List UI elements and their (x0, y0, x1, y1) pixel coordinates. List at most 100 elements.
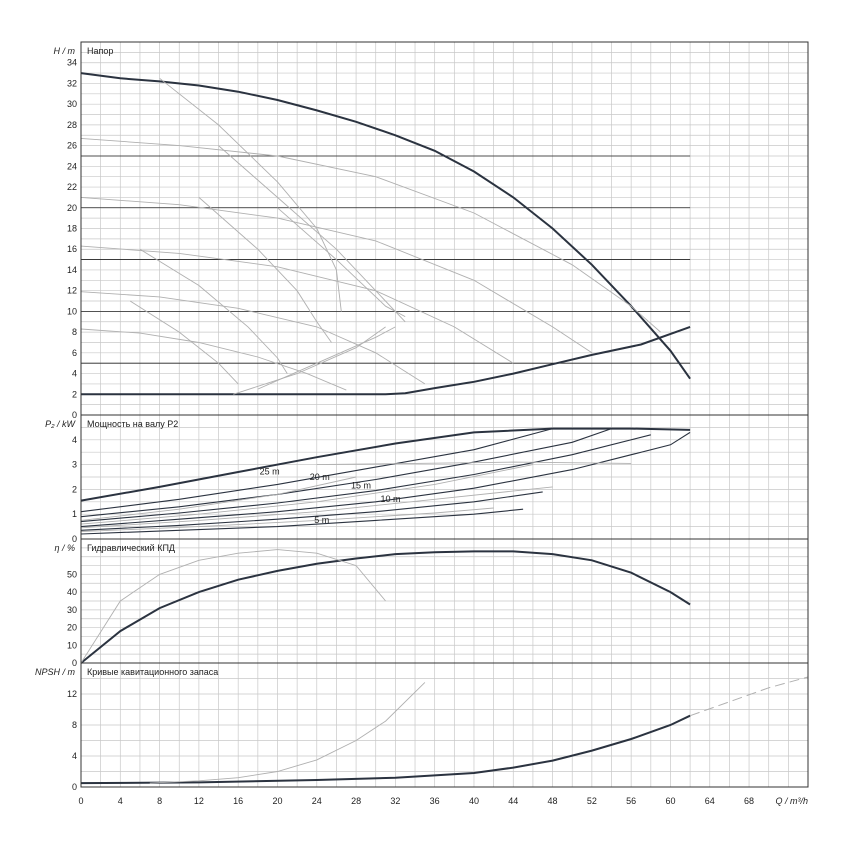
y-tick-label: 30 (67, 99, 77, 109)
x-tick-label: 64 (705, 796, 715, 806)
x-tick-label: 60 (665, 796, 675, 806)
series-eta-main (80, 550, 691, 664)
y-tick-label: 32 (67, 78, 77, 88)
series-thin-21 (80, 196, 593, 354)
series-p-3 (80, 434, 651, 523)
series-p-thin-2 (80, 464, 533, 525)
y-tick-label: 0 (72, 534, 77, 544)
x-axis-label: Q / m³/h (775, 796, 808, 806)
y-tick-label: 26 (67, 141, 77, 151)
curve-label: 15 m (351, 481, 371, 491)
x-tick-label: 40 (469, 796, 479, 806)
series-eta-small (80, 549, 386, 664)
series-npsh-dash (689, 676, 809, 717)
y-axis-label: η / % (54, 543, 75, 553)
series-thin-26 (80, 137, 661, 333)
y-tick-label: 34 (67, 58, 77, 68)
series-npsh-small (149, 682, 426, 784)
series-max-curve (80, 72, 691, 380)
series-iso-1 (159, 77, 342, 312)
series-iso-3 (277, 207, 406, 317)
y-tick-label: 4 (72, 369, 77, 379)
panel-title: Напор (87, 46, 113, 56)
series-iso-8 (257, 326, 396, 390)
curve-label: 10 m (380, 494, 400, 504)
x-tick-label: 48 (548, 796, 558, 806)
y-tick-label: 1 (72, 509, 77, 519)
series-p-1 (80, 428, 553, 513)
y-tick-label: 2 (72, 389, 77, 399)
y-tick-label: 16 (67, 244, 77, 254)
series-npsh-main (80, 714, 691, 785)
series-iso-5 (139, 248, 288, 374)
panel-efficiency: 0 10 20 30 40 50 η / % Гидравлический КПД (54, 538, 809, 668)
x-tick-label: 0 (78, 796, 83, 806)
y-tick-label: 0 (72, 410, 77, 420)
x-tick-label: 32 (390, 796, 400, 806)
x-tick-label: 44 (508, 796, 518, 806)
series-p-max (80, 427, 691, 502)
x-tick-label: 56 (626, 796, 636, 806)
y-tick-label: 8 (72, 327, 77, 337)
y-tick-label: 40 (67, 587, 77, 597)
y-tick-label: 14 (67, 265, 77, 275)
series-envelope (81, 325, 691, 396)
y-tick-label: 30 (67, 605, 77, 615)
x-tick-label: 28 (351, 796, 361, 806)
y-tick-label: 22 (67, 182, 77, 192)
x-axis: 0 4 8 12 16 20 24 28 32 36 40 44 48 52 56 60 64 68 Q / m³/… (78, 796, 808, 806)
series-p-thin-4 (80, 507, 494, 533)
series-p-4 (80, 431, 691, 528)
panel-title: Мощность на валу P2 (87, 419, 178, 429)
series-thin-8 (80, 328, 347, 391)
panel-title: Кривые кавитационного запаса (87, 667, 218, 677)
y-tick-label: 24 (67, 161, 77, 171)
x-tick-label: 4 (118, 796, 123, 806)
x-tick-label: 24 (312, 796, 322, 806)
y-axis-label: P₂ / kW (45, 419, 76, 429)
series-thin-12 (80, 291, 426, 385)
x-tick-label: 20 (272, 796, 282, 806)
x-tick-label: 52 (587, 796, 597, 806)
y-tick-label: 20 (67, 623, 77, 633)
y-tick-label: 4 (72, 751, 77, 761)
y-tick-label: 0 (72, 782, 77, 792)
y-tick-label: 12 (67, 689, 77, 699)
y-tick-label: 50 (67, 569, 77, 579)
y-tick-label: 4 (72, 435, 77, 445)
curve-label: 5 m (314, 515, 329, 525)
x-tick-label: 8 (157, 796, 162, 806)
y-axis-label: H / m (54, 46, 76, 56)
y-tick-label: 12 (67, 286, 77, 296)
x-tick-label: 68 (744, 796, 754, 806)
series-iso-4 (198, 197, 332, 343)
y-tick-label: 18 (67, 224, 77, 234)
curve-label: 25 m (260, 467, 280, 477)
series-iso-2 (218, 145, 406, 323)
x-tick-label: 12 (194, 796, 204, 806)
series-thin-16 (80, 245, 514, 364)
y-axis-label: NPSH / m (35, 667, 76, 677)
series-p-thin-1 (80, 476, 357, 521)
panel-title: Гидравлический КПД (87, 543, 175, 553)
y-tick-label: 20 (67, 203, 77, 213)
y-tick-label: 6 (72, 348, 77, 358)
series-p-5 (80, 491, 543, 531)
series-iso-6 (129, 300, 239, 385)
x-tick-label: 16 (233, 796, 243, 806)
y-tick-label: 3 (72, 460, 77, 470)
y-tick-label: 28 (67, 120, 77, 130)
series-iso-7 (233, 326, 386, 395)
y-tick-label: 0 (72, 658, 77, 668)
panel-npsh: 0 4 8 12 NPSH / m Кривые кавитационного запас… (35, 662, 809, 792)
y-tick-label: 8 (72, 720, 77, 730)
panel-power: 0 1 2 3 4 P₂ / kW Мощность на валу P2 25 m 20 m 1… (45, 414, 809, 544)
series-p-ref (316, 461, 632, 466)
y-tick-label: 10 (67, 306, 77, 316)
y-tick-label: 2 (72, 484, 77, 494)
x-tick-label: 36 (430, 796, 440, 806)
series-p-2 (80, 428, 612, 518)
y-tick-label: 10 (67, 640, 77, 650)
